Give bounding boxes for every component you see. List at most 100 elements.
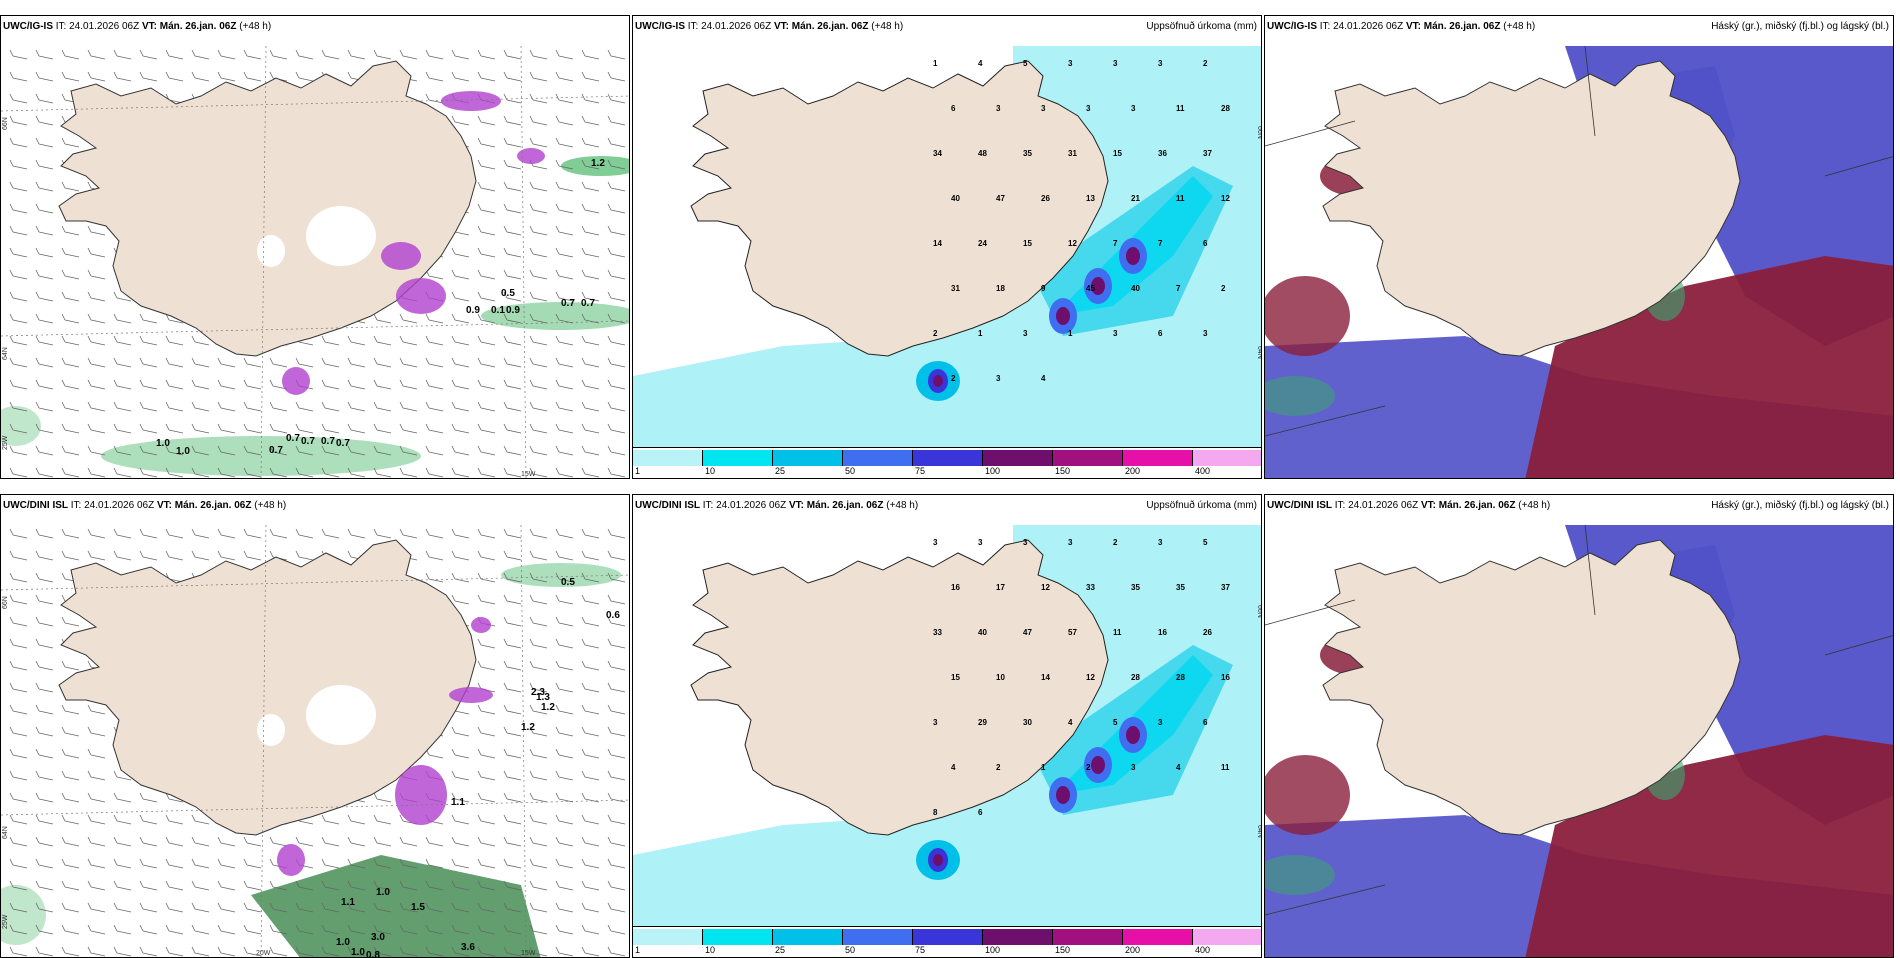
wind-barb <box>38 952 54 957</box>
wind-barb <box>12 187 28 192</box>
wind-barb <box>584 908 600 913</box>
wind-barb <box>142 319 158 324</box>
wind-barb-flag <box>581 638 586 646</box>
wind-barb-flag <box>87 71 92 79</box>
wind-value: 1.0 <box>376 887 390 898</box>
precip-value: 35 <box>1176 583 1185 592</box>
wind-barb-flag <box>451 726 456 734</box>
wind-barb <box>558 556 574 561</box>
wind-barb-flag <box>503 49 508 57</box>
wind-barb-flag <box>139 858 144 866</box>
wind-barb <box>532 864 548 869</box>
wind-barb-flag <box>529 357 534 365</box>
wind-barb <box>246 55 262 60</box>
wind-barb-flag <box>529 528 534 536</box>
wind-barb-flag <box>113 49 118 57</box>
precip-value: 2 <box>1221 284 1226 293</box>
wind-value: 1.5 <box>411 902 425 913</box>
wind-barb <box>116 952 132 957</box>
wind-barb-flag <box>607 704 612 712</box>
wind-barb-flag <box>35 726 40 734</box>
wind-barb-flag <box>217 550 222 558</box>
wind-barb-flag <box>451 858 456 866</box>
wind-barb <box>90 886 106 891</box>
wind-barb <box>454 121 470 126</box>
wind-barb <box>532 363 548 368</box>
wind-barb <box>116 842 132 847</box>
wind-barb <box>298 930 314 935</box>
wind-barb-flag <box>399 836 404 844</box>
wind-barb-flag <box>581 181 586 189</box>
wind-barb <box>454 842 470 847</box>
wind-barb-flag <box>581 924 586 932</box>
wind-barb <box>506 99 522 104</box>
wind-barb <box>558 363 574 368</box>
wind-barb <box>454 578 470 583</box>
wind-barb-flag <box>191 467 196 475</box>
wind-barb <box>168 473 184 478</box>
wind-barb-flag <box>139 379 144 387</box>
wind-barb-flag <box>503 335 508 343</box>
wind-barb-flag <box>425 836 430 844</box>
wind-barb <box>246 473 262 478</box>
wind-barb-flag <box>399 814 404 822</box>
wind-barb <box>454 451 470 456</box>
wind-barb-flag <box>35 181 40 189</box>
wind-barb-flag <box>607 115 612 123</box>
wind-barb <box>38 666 54 671</box>
lat-line <box>1 95 629 112</box>
wind-barb <box>12 732 28 737</box>
wind-barb-flag <box>61 836 66 844</box>
wind-barb <box>506 754 522 759</box>
wind-barb <box>38 451 54 456</box>
precip-value: 2 <box>951 374 956 383</box>
wind-barb <box>480 429 496 434</box>
wind-barb-flag <box>529 726 534 734</box>
wind-barb-flag <box>165 880 170 888</box>
wind-barb-flag <box>139 880 144 888</box>
precip-value: 3 <box>933 718 938 727</box>
wind-barb-flag <box>529 423 534 431</box>
colorbar-tick: 400 <box>1195 945 1211 955</box>
wind-barb <box>64 842 80 847</box>
wind-barb <box>558 275 574 280</box>
wind-barb <box>12 55 28 60</box>
wind-barb-flag <box>529 814 534 822</box>
wind-barb <box>584 930 600 935</box>
precip-blobs <box>277 617 493 876</box>
wind-barb <box>38 55 54 60</box>
wind-barb-flag <box>217 379 222 387</box>
wind-barb <box>610 842 626 847</box>
wind-barb-flag <box>61 71 66 79</box>
wind-barb-flag <box>87 313 92 321</box>
wind-barb <box>532 143 548 148</box>
wind-barb-flag <box>139 814 144 822</box>
wind-barb <box>558 578 574 583</box>
wind-barb-flag <box>607 814 612 822</box>
precip-value: 11 <box>1221 763 1230 772</box>
wind-barb-flag <box>9 423 14 431</box>
wind-barb <box>220 429 236 434</box>
wind-barb <box>506 55 522 60</box>
wind-barb-flag <box>529 203 534 211</box>
wind-barb-flag <box>35 594 40 602</box>
wind-barb-flag <box>503 682 508 690</box>
wind-barb <box>194 341 210 346</box>
wind-barb-flag <box>607 946 612 954</box>
precip-value: 9 <box>1041 284 1046 293</box>
wind-barb <box>454 341 470 346</box>
wind-barb-flag <box>243 902 248 910</box>
wind-barb-flag <box>555 946 560 954</box>
wind-barb <box>90 429 106 434</box>
wind-barb-flag <box>191 379 196 387</box>
colorbar-tick: 50 <box>845 945 856 955</box>
wind-barb-flag <box>451 814 456 822</box>
wind-barb-flag <box>35 814 40 822</box>
precip-value: 3 <box>1131 104 1136 113</box>
colorbar-swatch <box>1193 929 1261 945</box>
wind-barb-flag <box>451 792 456 800</box>
wind-barb-flag <box>243 357 248 365</box>
wind-barb <box>532 165 548 170</box>
wind-barb-flag <box>555 445 560 453</box>
wind-barb-flag <box>607 924 612 932</box>
